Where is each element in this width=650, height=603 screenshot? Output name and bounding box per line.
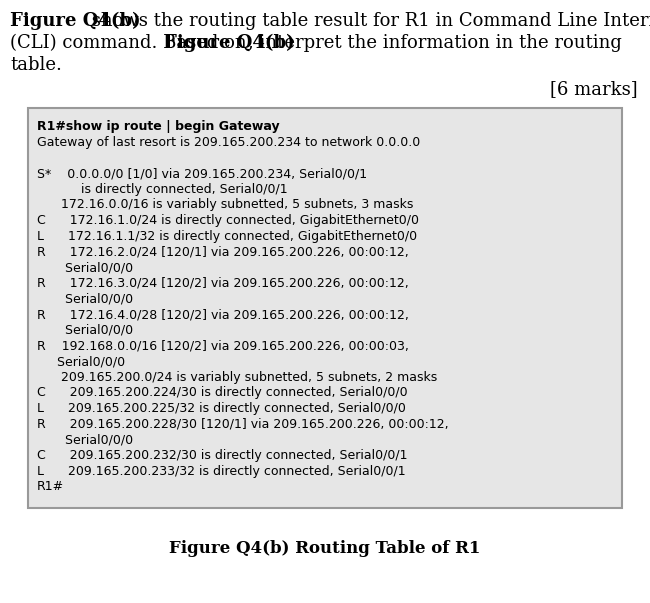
Text: is directly connected, Serial0/0/1: is directly connected, Serial0/0/1 [37, 183, 287, 196]
Text: R    192.168.0.0/16 [120/2] via 209.165.200.226, 00:00:03,: R 192.168.0.0/16 [120/2] via 209.165.200… [37, 339, 409, 352]
Text: Figure Q4(b) Routing Table of R1: Figure Q4(b) Routing Table of R1 [169, 540, 481, 557]
Text: C      209.165.200.224/30 is directly connected, Serial0/0/0: C 209.165.200.224/30 is directly connect… [37, 387, 408, 399]
Text: table.: table. [10, 56, 62, 74]
Text: R      209.165.200.228/30 [120/1] via 209.165.200.226, 00:00:12,: R 209.165.200.228/30 [120/1] via 209.165… [37, 418, 448, 431]
Text: (CLI) command. Based on: (CLI) command. Based on [10, 34, 252, 52]
Text: R      172.16.3.0/24 [120/2] via 209.165.200.226, 00:00:12,: R 172.16.3.0/24 [120/2] via 209.165.200.… [37, 277, 409, 289]
Text: C      172.16.1.0/24 is directly connected, GigabitEthernet0/0: C 172.16.1.0/24 is directly connected, G… [37, 214, 419, 227]
Text: shows the routing table result for R1 in Command Line Interface: shows the routing table result for R1 in… [86, 12, 650, 30]
Text: L      209.165.200.225/32 is directly connected, Serial0/0/0: L 209.165.200.225/32 is directly connect… [37, 402, 406, 415]
Text: L      172.16.1.1/32 is directly connected, GigabitEthernet0/0: L 172.16.1.1/32 is directly connected, G… [37, 230, 417, 243]
Text: Serial0/0/0: Serial0/0/0 [37, 261, 133, 274]
FancyBboxPatch shape [28, 108, 622, 508]
Text: Serial0/0/0: Serial0/0/0 [37, 324, 133, 336]
Text: Figure Q4(b): Figure Q4(b) [10, 12, 140, 30]
Text: Serial0/0/0: Serial0/0/0 [37, 434, 133, 446]
Text: C      209.165.200.232/30 is directly connected, Serial0/0/1: C 209.165.200.232/30 is directly connect… [37, 449, 408, 462]
Text: 172.16.0.0/16 is variably subnetted, 5 subnets, 3 masks: 172.16.0.0/16 is variably subnetted, 5 s… [37, 198, 413, 212]
Text: [6 marks]: [6 marks] [551, 80, 638, 98]
Text: R      172.16.4.0/28 [120/2] via 209.165.200.226, 00:00:12,: R 172.16.4.0/28 [120/2] via 209.165.200.… [37, 308, 409, 321]
Text: R1#: R1# [37, 481, 64, 493]
Text: L      209.165.200.233/32 is directly connected, Serial0/0/1: L 209.165.200.233/32 is directly connect… [37, 465, 406, 478]
Text: Gateway of last resort is 209.165.200.234 to network 0.0.0.0: Gateway of last resort is 209.165.200.23… [37, 136, 420, 149]
Text: S*    0.0.0.0/0 [1/0] via 209.165.200.234, Serial0/0/1: S* 0.0.0.0/0 [1/0] via 209.165.200.234, … [37, 167, 367, 180]
Text: Serial0/0/0: Serial0/0/0 [37, 292, 133, 305]
Text: R      172.16.2.0/24 [120/1] via 209.165.200.226, 00:00:12,: R 172.16.2.0/24 [120/1] via 209.165.200.… [37, 245, 409, 259]
Text: , interpret the information in the routing: , interpret the information in the routi… [248, 34, 622, 52]
Text: Figure Q4(b): Figure Q4(b) [164, 34, 294, 52]
Text: R1#show ip route | begin Gateway: R1#show ip route | begin Gateway [37, 120, 280, 133]
Text: 209.165.200.0/24 is variably subnetted, 5 subnets, 2 masks: 209.165.200.0/24 is variably subnetted, … [37, 371, 437, 384]
Text: Serial0/0/0: Serial0/0/0 [37, 355, 125, 368]
